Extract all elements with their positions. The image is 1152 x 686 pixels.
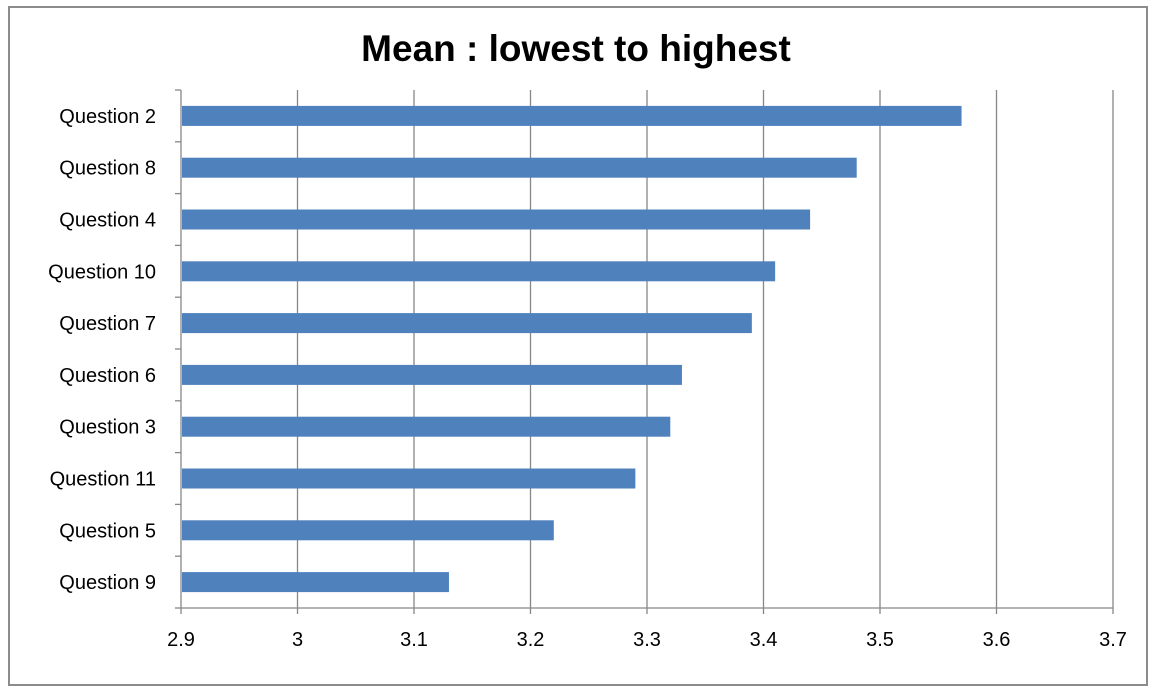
axes (175, 89, 1114, 614)
y-category-label: Question 7 (59, 313, 156, 335)
x-tick-label: 3.7 (1099, 629, 1127, 651)
bar (182, 520, 554, 541)
bar-chart: 2.9 3 3.1 3.2 3.3 3.4 3.5 3.6 3.7 Question 2 Quest… (48, 89, 1127, 651)
y-category-label: Question 6 (59, 365, 156, 387)
x-tick-label: 3.2 (517, 629, 545, 651)
y-category-label: Question 5 (59, 520, 156, 542)
x-tick-label: 2.9 (167, 629, 195, 651)
y-category-label: Question 8 (59, 158, 156, 180)
bar (182, 364, 682, 385)
x-tick-label: 3.6 (983, 629, 1011, 651)
bar (182, 209, 811, 230)
y-category-label: Question 4 (59, 210, 156, 232)
x-tick-label: 3.3 (633, 629, 661, 651)
y-category-label: Question 10 (48, 261, 156, 283)
bar (182, 157, 857, 178)
y-category-label: Question 2 (59, 106, 156, 128)
bar (182, 416, 671, 437)
y-category-label: Question 11 (50, 469, 156, 491)
bar (182, 105, 962, 126)
y-category-label: Question 3 (59, 417, 156, 439)
axis-labels: 2.9 3 3.1 3.2 3.3 3.4 3.5 3.6 3.7 Question 2 Quest… (48, 106, 1127, 651)
bar (182, 261, 776, 282)
bar (182, 572, 449, 593)
x-tick-label: 3.1 (400, 629, 428, 651)
bar (182, 468, 636, 489)
bars (182, 105, 962, 593)
chart-title: Mean : lowest to highest (361, 28, 791, 69)
bar (182, 313, 752, 334)
x-tick-label: 3 (292, 629, 303, 651)
x-tick-label: 3.4 (750, 629, 778, 651)
x-tick-label: 3.5 (866, 629, 894, 651)
y-category-label: Question 9 (59, 572, 156, 594)
